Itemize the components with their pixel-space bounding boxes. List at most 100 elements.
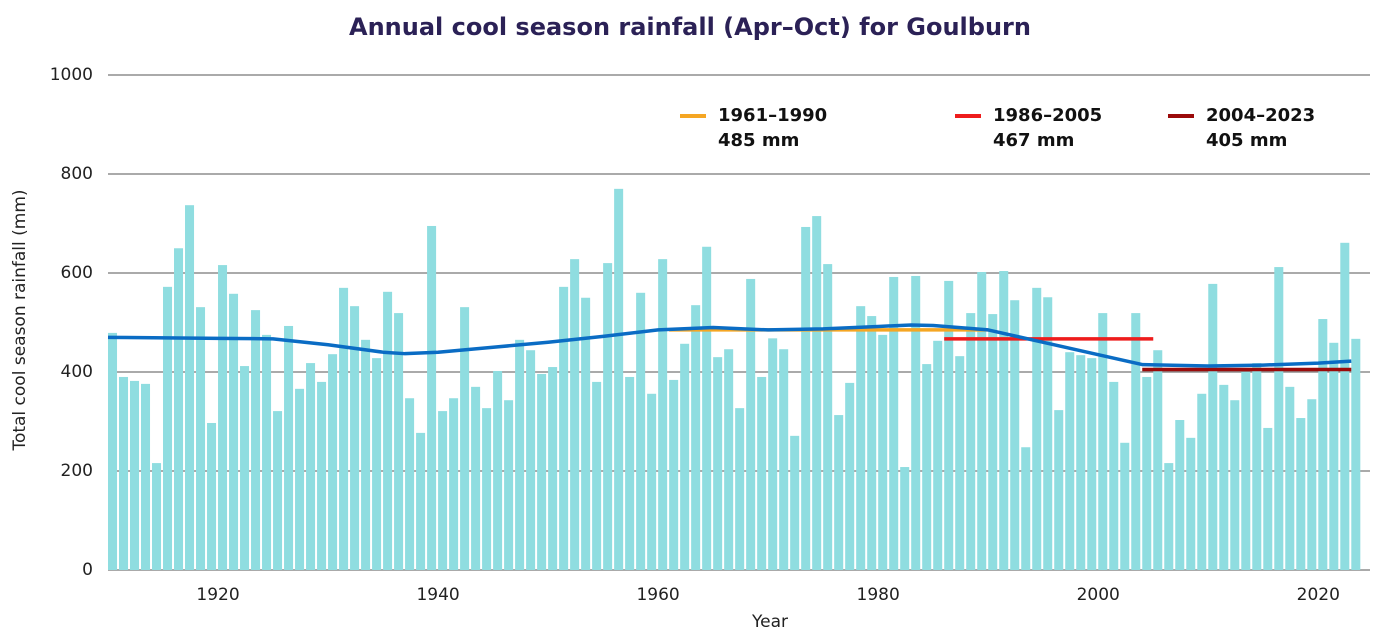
bar: [1241, 372, 1251, 570]
bar: [999, 271, 1009, 570]
bar: [691, 305, 701, 570]
bar: [570, 259, 580, 570]
bar: [911, 275, 921, 570]
y-tick-label: 400: [61, 362, 93, 382]
x-tick-label: 1940: [416, 585, 459, 605]
x-tick-label: 2000: [1077, 585, 1120, 605]
bar: [262, 334, 272, 570]
y-tick-label: 600: [61, 263, 93, 283]
bar: [1208, 283, 1218, 570]
bar: [669, 379, 679, 570]
bar: [1252, 363, 1262, 570]
bar: [537, 373, 547, 570]
x-tick-label: 1960: [636, 585, 679, 605]
bar: [372, 358, 382, 570]
y-tick-label: 0: [82, 560, 93, 580]
bar: [1274, 267, 1284, 570]
bar: [713, 357, 723, 570]
bar: [922, 364, 932, 570]
bar: [174, 248, 184, 570]
bar: [1131, 313, 1141, 570]
bar: [119, 376, 129, 570]
bar: [185, 205, 195, 570]
legend-value: 405 mm: [1206, 130, 1287, 151]
x-axis-label: Year: [751, 612, 788, 632]
bar: [1318, 319, 1328, 570]
bar: [1230, 400, 1240, 570]
bar: [1197, 393, 1207, 570]
bar: [218, 265, 228, 570]
y-tick-label: 200: [61, 461, 93, 481]
bar: [1109, 381, 1119, 570]
bar: [1351, 338, 1361, 570]
bar: [1010, 300, 1020, 570]
bar: [207, 422, 217, 570]
bar: [1329, 342, 1339, 570]
bar: [152, 463, 162, 570]
bar: [878, 334, 888, 570]
bar: [383, 291, 393, 570]
bar: [1164, 463, 1174, 570]
bar: [636, 292, 646, 570]
bar: [944, 280, 954, 570]
legend-value: 467 mm: [993, 130, 1074, 151]
y-tick-label: 800: [61, 164, 93, 184]
bar: [680, 343, 690, 570]
bar: [1098, 313, 1108, 570]
bar: [229, 293, 239, 570]
bar: [900, 467, 910, 570]
bar: [251, 310, 261, 570]
bar: [1307, 399, 1317, 570]
bar: [548, 367, 558, 570]
bar: [108, 332, 118, 570]
bar: [647, 393, 657, 570]
bar: [801, 226, 811, 570]
bar: [482, 408, 492, 570]
bar: [823, 264, 833, 570]
bar: [790, 435, 800, 570]
x-tick-label: 1920: [196, 585, 239, 605]
y-axis-label: Total cool season rainfall (mm): [10, 189, 30, 451]
bar: [504, 400, 514, 570]
bar: [1142, 376, 1152, 570]
bar: [724, 349, 734, 570]
bar: [658, 259, 668, 570]
bar: [768, 338, 778, 570]
bar: [1076, 355, 1086, 570]
bar: [812, 216, 822, 570]
legend-label: 1961–1990: [718, 105, 827, 126]
bar: [603, 263, 613, 570]
bar: [845, 382, 855, 570]
bar: [328, 354, 338, 570]
bar: [889, 276, 899, 570]
chart-title: Annual cool season rainfall (Apr–Oct) fo…: [349, 13, 1031, 41]
bar: [1087, 358, 1097, 570]
bar: [625, 376, 635, 570]
bar: [988, 314, 998, 570]
bar: [273, 411, 283, 570]
bar: [746, 278, 756, 570]
bar: [163, 286, 173, 570]
bar: [471, 386, 481, 570]
bar: [130, 380, 140, 570]
bar: [735, 408, 745, 570]
bar: [1120, 442, 1130, 570]
bar: [1021, 447, 1031, 570]
bar: [966, 313, 976, 570]
bar: [1054, 410, 1064, 570]
bar: [394, 313, 404, 570]
bar: [361, 339, 371, 570]
bar: [427, 225, 437, 570]
bar: [515, 339, 525, 570]
bar: [306, 363, 316, 570]
bar: [416, 432, 426, 570]
bar: [779, 349, 789, 570]
bar: [405, 398, 415, 570]
bar: [1186, 437, 1196, 570]
bar: [317, 381, 327, 570]
bar: [339, 287, 349, 570]
bar: [1340, 242, 1350, 570]
bar: [592, 381, 602, 570]
bar: [196, 307, 206, 570]
